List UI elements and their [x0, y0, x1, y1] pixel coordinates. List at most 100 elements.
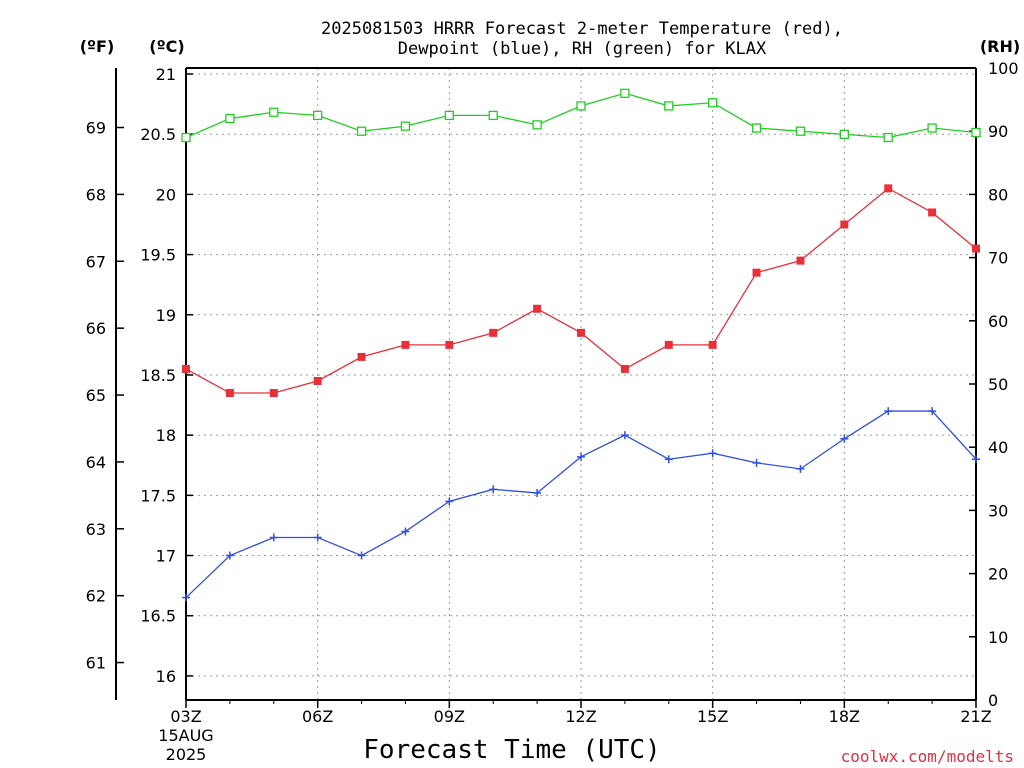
fahrenheit-tick-label: 67 — [86, 252, 106, 271]
celsius-tick-label: 17 — [156, 547, 176, 566]
rh-point — [576, 101, 586, 111]
rh-tick-label: 10 — [988, 628, 1008, 647]
rh-point — [795, 126, 806, 136]
temperature-point — [269, 389, 278, 398]
rh-tick-label: 90 — [988, 122, 1008, 141]
chart-title-line-1: 2025081503 HRRR Forecast 2-meter Tempera… — [321, 19, 843, 39]
fahrenheit-tick-label: 63 — [86, 520, 106, 539]
fahrenheit-tick-label: 64 — [86, 453, 106, 472]
celsius-tick-label: 20.5 — [140, 125, 176, 144]
x-tick-label: 18Z — [829, 707, 860, 726]
rh-tick-label: 0 — [988, 691, 998, 710]
temperature-point — [182, 364, 190, 373]
rh-tick-label: 50 — [988, 375, 1008, 394]
rh-point — [751, 123, 762, 133]
rh-point — [664, 101, 674, 111]
rh-point — [927, 123, 937, 133]
rh-tick-label: 30 — [988, 501, 1008, 520]
rh-point — [225, 113, 235, 124]
celsius-tick-label: 18.5 — [140, 366, 176, 385]
dewpoint-point — [664, 455, 673, 464]
dewpoint-point — [752, 458, 761, 467]
axes — [115, 67, 977, 708]
x-tick-label: 06Z — [302, 707, 333, 726]
series-line — [185, 410, 977, 599]
tick-labels: 61 62 63 64 65 66 67 68 69 16 16.5 17 17.5 18 18.5 19 19… — [86, 59, 1019, 726]
temperature-point — [577, 328, 585, 337]
fahrenheit-axis-label: (ºF) — [80, 37, 115, 56]
rh-tick-label: 70 — [988, 249, 1008, 268]
celsius-tick-label: 19.5 — [140, 246, 176, 265]
temperature-point — [445, 340, 454, 349]
celsius-tick-label: 21 — [156, 65, 176, 84]
rh-axis-label: (RH) — [980, 37, 1020, 56]
rh-tick-label: 100 — [988, 59, 1019, 78]
dewpoint-point — [620, 431, 629, 440]
temperature-point — [489, 328, 498, 337]
celsius-tick-label: 16.5 — [140, 607, 176, 626]
x-tick-label: 21Z — [960, 707, 991, 726]
dewpoint-point — [577, 452, 585, 461]
dewpoint-point — [884, 407, 893, 416]
temperature-point — [840, 220, 849, 229]
temperature-point — [313, 376, 322, 385]
x-tick-label: 09Z — [434, 707, 465, 726]
temperature-point — [225, 389, 234, 398]
x-tick-label: 03Z — [170, 707, 201, 726]
celsius-tick-label: 19 — [156, 306, 176, 325]
celsius-axis-label: (ºC) — [149, 37, 184, 56]
temperature-point — [401, 340, 410, 349]
rh-point — [356, 126, 367, 136]
celsius-tick-label: 20 — [156, 185, 176, 204]
rh-tick-label: 80 — [988, 185, 1008, 204]
rh-point — [488, 110, 498, 121]
dewpoint-point — [840, 434, 849, 443]
temperature-point — [796, 256, 805, 265]
temperature-point — [928, 208, 937, 217]
temperature-point — [752, 268, 761, 277]
x-tick-label: 12Z — [565, 707, 596, 726]
rh-point — [620, 88, 630, 98]
rh-point — [313, 110, 323, 121]
fahrenheit-tick-label: 66 — [86, 319, 106, 338]
dewpoint-point — [796, 464, 805, 473]
temperature-point — [620, 364, 629, 373]
celsius-tick-label: 17.5 — [140, 486, 176, 505]
rh-point — [708, 98, 718, 108]
temperature-point — [708, 340, 717, 349]
rh-point — [444, 110, 454, 121]
fahrenheit-tick-label: 68 — [86, 185, 106, 204]
temperature-point — [357, 352, 366, 361]
rh-point — [400, 121, 411, 131]
temperature-point — [972, 244, 980, 253]
celsius-tick-label: 18 — [156, 426, 176, 445]
rh-point — [971, 127, 981, 138]
temperature-point — [664, 340, 673, 349]
x-tick-label: 15Z — [697, 707, 728, 726]
rh-point — [532, 120, 542, 130]
dewpoint-point — [708, 449, 717, 458]
dewpoint-point — [313, 533, 322, 542]
fahrenheit-tick-label: 61 — [86, 654, 106, 673]
rh-point — [181, 132, 191, 143]
x-axis-title: Forecast Time (UTC) — [363, 735, 660, 765]
dewpoint-point — [401, 527, 410, 536]
fahrenheit-tick-label: 62 — [86, 587, 106, 606]
series-group — [181, 88, 981, 602]
rh-point — [269, 107, 279, 117]
rh-tick-label: 40 — [988, 438, 1008, 457]
celsius-tick-label: 16 — [156, 667, 176, 686]
rh-point — [839, 129, 849, 140]
x-date-line-2: 2025 — [166, 745, 207, 764]
fahrenheit-tick-label: 69 — [86, 119, 106, 138]
dewpoint-point — [972, 455, 980, 464]
temperature-point — [533, 304, 542, 313]
dewpoint-point — [357, 551, 366, 560]
dewpoint-point — [928, 407, 937, 416]
credit-text: coolwx.com/modelts — [841, 747, 1014, 766]
rh-tick-label: 20 — [988, 565, 1008, 584]
x-date-line-1: 15AUG — [158, 726, 213, 745]
dewpoint-point — [489, 485, 498, 494]
temperature-point — [884, 184, 893, 193]
